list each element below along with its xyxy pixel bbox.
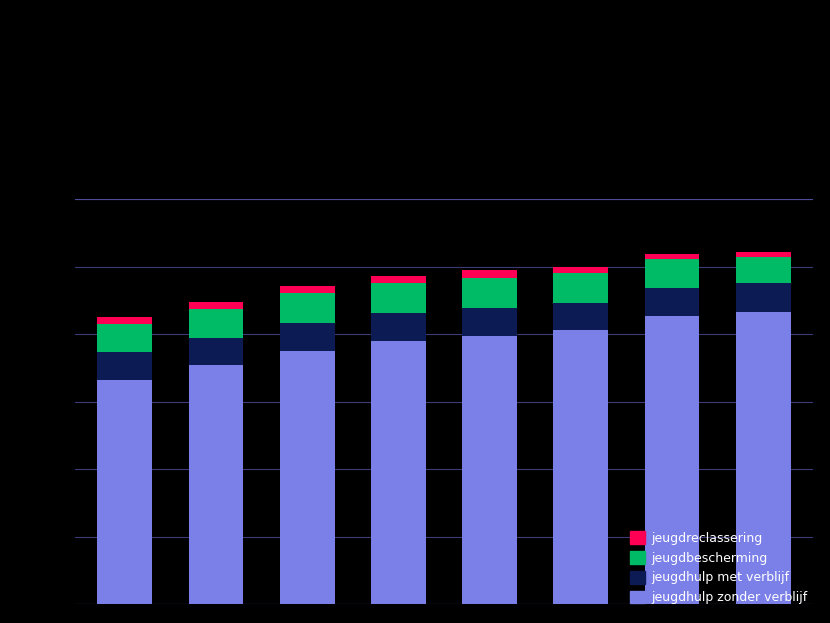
Bar	[645, 254, 700, 259]
Bar	[462, 308, 517, 336]
Bar	[736, 312, 791, 604]
Bar	[371, 283, 426, 313]
Legend: jeugdreclassering, jeugdbescherming, jeugdhulp met verblijf, jeugdhulp zonder ve: jeugdreclassering, jeugdbescherming, jeu…	[630, 531, 807, 604]
Bar	[280, 287, 334, 293]
Bar	[188, 365, 243, 604]
Bar	[97, 316, 152, 324]
Bar	[645, 316, 700, 604]
Bar	[554, 267, 608, 273]
Bar	[371, 313, 426, 341]
Bar	[97, 380, 152, 604]
Bar	[736, 283, 791, 312]
Bar	[371, 341, 426, 604]
Bar	[188, 338, 243, 365]
Bar	[280, 351, 334, 604]
Bar	[554, 273, 608, 303]
Bar	[280, 293, 334, 323]
Bar	[462, 336, 517, 604]
Bar	[462, 270, 517, 278]
Bar	[736, 257, 791, 283]
Bar	[280, 323, 334, 351]
Bar	[188, 302, 243, 309]
Bar	[188, 309, 243, 338]
Bar	[554, 330, 608, 604]
Bar	[645, 288, 700, 316]
Bar	[97, 353, 152, 380]
Bar	[462, 278, 517, 308]
Bar	[554, 303, 608, 330]
Bar	[645, 259, 700, 288]
Bar	[736, 252, 791, 257]
Bar	[371, 276, 426, 283]
Bar	[97, 324, 152, 353]
